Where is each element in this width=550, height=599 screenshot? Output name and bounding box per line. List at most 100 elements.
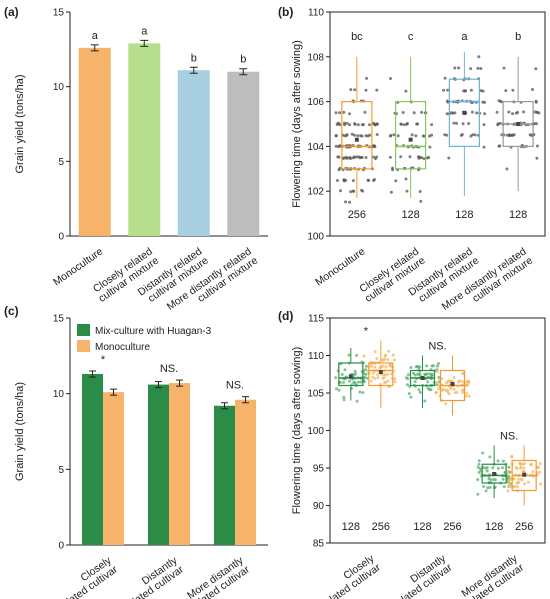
data-point <box>470 110 474 114</box>
data-point <box>488 455 492 459</box>
y-tick-label: 106 <box>307 97 324 108</box>
bar <box>227 71 260 236</box>
data-point <box>475 111 479 115</box>
data-point <box>529 463 533 467</box>
data-point <box>376 373 380 377</box>
data-point <box>418 390 422 394</box>
data-point <box>373 365 377 369</box>
data-point <box>352 189 356 193</box>
data-point <box>429 373 433 377</box>
data-point <box>483 112 487 116</box>
data-point <box>375 133 379 136</box>
x-tick-label: Distantlyrelated cultivar <box>117 554 187 599</box>
legend-label: Mix-culture with Huagan-3 <box>95 326 212 337</box>
panel-letter-a: (a) <box>4 5 19 19</box>
data-point <box>445 112 449 116</box>
data-point <box>473 133 477 137</box>
data-point <box>517 477 520 481</box>
data-point <box>409 395 413 399</box>
data-point <box>502 485 506 489</box>
significance-label: NS. <box>160 363 178 375</box>
data-point <box>486 486 490 490</box>
data-point <box>340 373 344 376</box>
x-tick-label: Monoculture <box>313 245 367 288</box>
data-point <box>343 123 347 127</box>
data-point <box>466 383 470 387</box>
data-point <box>356 380 360 384</box>
data-point <box>360 188 364 192</box>
bar <box>78 47 111 237</box>
data-point <box>534 99 538 103</box>
data-point <box>510 454 514 458</box>
data-point <box>471 133 475 137</box>
significance-letter: bc <box>351 31 363 43</box>
data-point <box>336 145 340 149</box>
significance-letter: a <box>461 31 468 43</box>
data-point <box>413 373 417 377</box>
data-point <box>375 357 379 361</box>
mean-marker <box>420 376 425 380</box>
data-point <box>449 387 453 390</box>
data-point <box>371 122 375 125</box>
data-point <box>394 179 398 183</box>
data-point <box>354 155 358 159</box>
data-point <box>349 157 352 160</box>
data-point <box>477 459 481 463</box>
data-point <box>365 76 369 80</box>
y-tick-label: 108 <box>307 52 324 63</box>
data-point <box>343 134 347 138</box>
data-point <box>406 373 410 377</box>
data-point <box>481 451 485 455</box>
data-point <box>382 358 386 362</box>
data-point <box>392 133 396 137</box>
bar <box>177 70 210 237</box>
box <box>448 78 480 147</box>
data-point <box>444 402 448 406</box>
data-point <box>495 110 499 114</box>
data-point <box>465 391 469 395</box>
data-point <box>368 123 371 127</box>
data-point <box>511 133 515 137</box>
data-point <box>517 481 521 484</box>
data-point <box>404 177 408 181</box>
data-point <box>538 462 542 466</box>
y-tick-label: 0 <box>58 541 64 552</box>
data-point <box>345 133 349 137</box>
y-tick-label: 115 <box>308 314 324 325</box>
data-point <box>476 492 480 496</box>
data-point <box>420 110 424 114</box>
data-point <box>483 100 487 104</box>
y-tick-label: 90 <box>313 501 325 512</box>
data-point <box>508 477 512 481</box>
y-tick-label: 95 <box>313 464 325 475</box>
data-point <box>422 157 426 161</box>
x-tick-label: Distantlyrelated cultivar <box>385 552 455 599</box>
data-point <box>375 122 379 126</box>
data-point <box>479 89 483 93</box>
significance-letter: c <box>408 31 414 43</box>
data-point <box>461 390 465 394</box>
data-point <box>427 156 431 159</box>
data-point <box>485 469 489 473</box>
y-tick-label: 105 <box>307 389 324 400</box>
data-point <box>461 122 465 126</box>
data-point <box>476 478 480 482</box>
mean-marker <box>492 472 497 476</box>
data-point <box>460 380 464 383</box>
data-point <box>428 145 432 149</box>
data-point <box>401 111 405 114</box>
data-point <box>371 371 375 375</box>
data-point <box>435 364 439 368</box>
data-point <box>399 155 403 159</box>
data-point <box>535 144 539 148</box>
data-point <box>354 372 358 376</box>
data-point <box>370 364 374 368</box>
data-point <box>426 386 430 390</box>
data-point <box>516 485 519 489</box>
data-point <box>356 134 360 138</box>
data-point <box>516 110 520 114</box>
data-point <box>450 111 454 115</box>
data-point <box>534 67 538 71</box>
data-point <box>393 380 397 384</box>
x-tick-label: Closelyrelated cultivar <box>314 552 384 599</box>
